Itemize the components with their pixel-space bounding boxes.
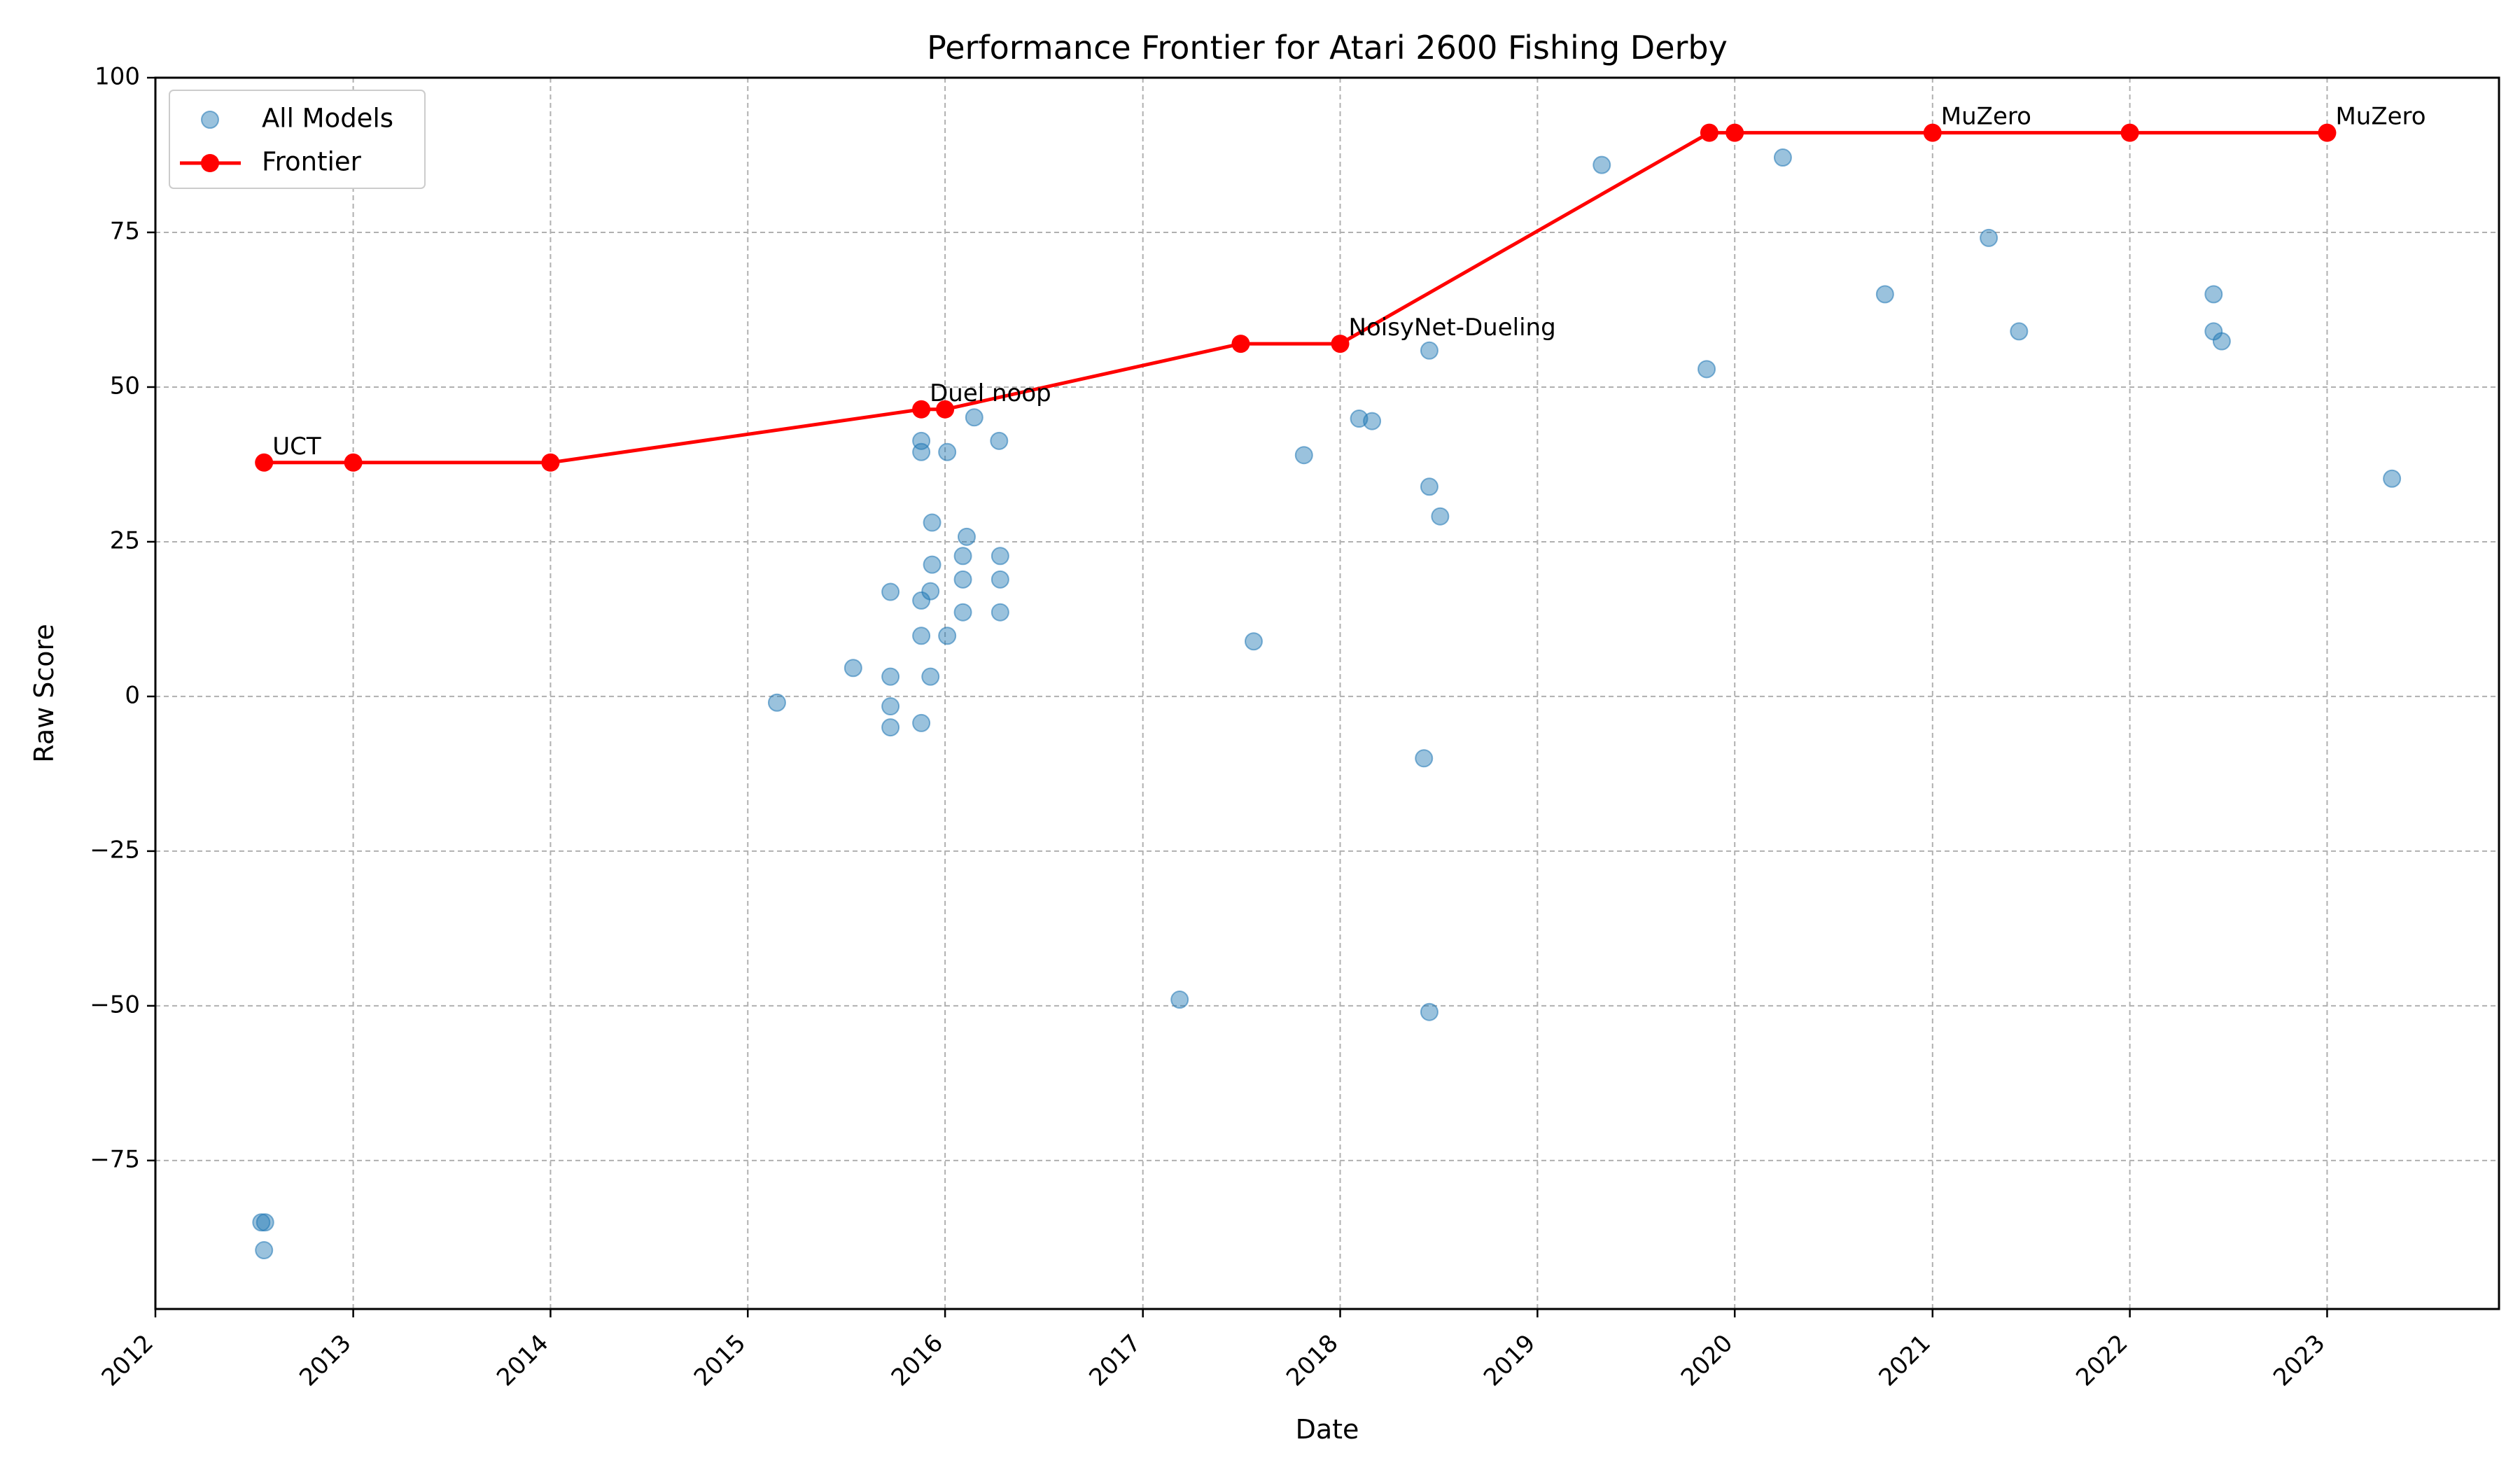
- all-models-point: [2383, 469, 2402, 488]
- frontier-annotation: MuZero: [1941, 103, 2031, 131]
- frontier-point: [1726, 123, 1744, 142]
- legend-frontier-marker: [201, 154, 219, 172]
- all-models-point: [1875, 285, 1894, 304]
- all-models-point: [1980, 228, 1998, 247]
- all-models-point: [912, 626, 931, 645]
- all-models-point: [953, 547, 972, 566]
- all-models-point: [767, 693, 786, 712]
- all-models-point: [990, 570, 1009, 589]
- all-models-point: [1773, 148, 1792, 167]
- all-models-point: [921, 582, 940, 601]
- all-models-point: [953, 603, 972, 622]
- all-models-point: [1431, 507, 1450, 526]
- all-models-point: [938, 442, 957, 461]
- frontier-point: [2120, 123, 2139, 142]
- frontier-annotation: Duel noop: [930, 379, 1051, 407]
- all-models-point: [1363, 412, 1382, 430]
- all-models-point: [1420, 1002, 1438, 1021]
- frontier-series: [255, 123, 2337, 472]
- frontier-annotation: UCT: [272, 433, 321, 461]
- y-axis-ticks: 100 75 50 25 0 −25 −50 −75: [90, 63, 155, 1173]
- frontier-point: [1700, 123, 1718, 142]
- frontier-annotation: NoisyNet-Dueling: [1349, 314, 1556, 342]
- y-tick-label: 100: [94, 63, 140, 91]
- frontier-point: [344, 453, 363, 472]
- frontier-point: [936, 400, 955, 419]
- all-models-point: [1170, 990, 1189, 1009]
- all-models-point: [1420, 477, 1438, 496]
- all-models-point: [990, 603, 1009, 622]
- legend-scatter-marker: [201, 111, 219, 129]
- frontier-point: [1331, 335, 1350, 354]
- frontier-point: [255, 453, 274, 472]
- all-models-point: [1415, 749, 1434, 768]
- frontier-annotation: MuZero: [2335, 103, 2426, 131]
- legend-label-frontier: Frontier: [262, 147, 362, 177]
- y-tick-label: 0: [125, 681, 140, 709]
- y-axis-label: Raw Score: [29, 624, 59, 762]
- all-models-point: [1592, 155, 1611, 174]
- y-tick-label: −25: [90, 836, 140, 864]
- annotations: UCT Duel noop NoisyNet-Dueling MuZero MuZero: [272, 103, 2426, 461]
- frontier-line: [264, 131, 2328, 465]
- all-models-point: [1420, 341, 1438, 360]
- legend: All Models Frontier: [169, 90, 426, 189]
- frontier-point: [1923, 123, 1942, 142]
- legend-label-all-models: All Models: [262, 104, 393, 134]
- all-models-point: [953, 570, 972, 589]
- all-models-point: [957, 527, 976, 546]
- all-models-point: [912, 442, 931, 461]
- all-models-point: [2212, 332, 2231, 351]
- all-models-point: [881, 697, 900, 716]
- all-models-points: [252, 148, 2402, 1260]
- all-models-point: [1698, 360, 1716, 379]
- all-models-point: [965, 408, 983, 427]
- y-tick-label: 75: [110, 217, 140, 245]
- x-axis-label: Date: [1296, 1414, 1359, 1445]
- all-models-point: [921, 667, 940, 686]
- y-tick-label: 50: [110, 372, 140, 400]
- y-tick-label: −50: [90, 990, 140, 1018]
- all-models-point: [2204, 285, 2223, 304]
- plot-area-border: [154, 76, 2500, 1310]
- all-models-point: [912, 713, 931, 732]
- all-models-point: [881, 582, 900, 601]
- all-models-point: [2010, 322, 2029, 341]
- all-models-point: [938, 626, 957, 645]
- frontier-point: [2318, 123, 2337, 142]
- all-models-point: [1244, 632, 1263, 651]
- all-models-point: [912, 591, 931, 610]
- all-models-point: [1294, 446, 1313, 465]
- all-models-point: [255, 1241, 274, 1260]
- chart-title: Performance Frontier for Atari 2600 Fish…: [927, 29, 1728, 66]
- all-models-point: [255, 1213, 274, 1232]
- all-models-point: [881, 718, 900, 737]
- all-models-point: [990, 431, 1009, 450]
- all-models-point: [990, 547, 1009, 566]
- all-models-point: [881, 667, 900, 686]
- y-tick-label: 25: [110, 526, 140, 554]
- all-models-point: [923, 555, 941, 574]
- frontier-point: [541, 453, 560, 472]
- frontier-point: [1231, 335, 1250, 354]
- all-models-point: [844, 659, 862, 678]
- frontier-point: [912, 400, 931, 419]
- y-tick-label: −75: [90, 1145, 140, 1173]
- all-models-point: [923, 513, 941, 532]
